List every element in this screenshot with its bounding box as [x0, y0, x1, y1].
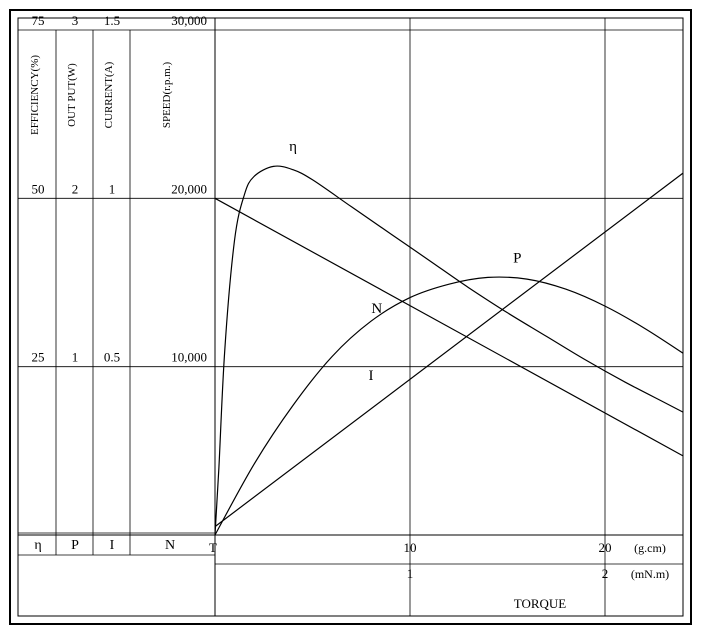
yaxis-value: 20,000 — [171, 181, 207, 196]
xaxis-tick-mnm: 1 — [407, 566, 414, 581]
curve-efficiency-label: η — [289, 139, 297, 155]
yaxis-value: 0.5 — [104, 350, 120, 365]
axis-symbol: I — [110, 538, 115, 553]
curve-power-label: P — [513, 250, 521, 266]
yaxis-header: SPEED(r.p.m.) — [161, 62, 173, 129]
curve-current-label: I — [369, 368, 374, 384]
xaxis-origin-T: T — [209, 540, 217, 555]
yaxis-value: 10,000 — [171, 350, 207, 365]
yaxis-value: 1 — [72, 350, 79, 365]
xaxis-label: TORQUE — [514, 596, 567, 611]
chart-container: EFFICIENCY(%) OUT PUT(W) CURRENT(A) SPEED(r… — [0, 0, 701, 634]
yaxis-value: 30,000 — [171, 13, 207, 28]
xaxis-tick-mnm: 2 — [602, 566, 609, 581]
yaxis-header: OUT PUT(W) — [66, 63, 78, 127]
yaxis-value: 2 — [72, 181, 79, 196]
xaxis-unit-mnm: (mN.m) — [631, 567, 669, 581]
yaxis-value: 3 — [72, 13, 79, 28]
yaxis-value: 1.5 — [104, 13, 120, 28]
yaxis-value: 75 — [32, 13, 45, 28]
curve-power — [215, 277, 683, 535]
yaxis-value: 25 — [32, 350, 45, 365]
xaxis-unit-gcm: (g.cm) — [634, 541, 666, 555]
axis-symbol: P — [71, 538, 79, 553]
yaxis-value: 50 — [32, 181, 45, 196]
yaxis-header: EFFICIENCY(%) — [29, 55, 41, 135]
xaxis-tick-gcm: 10 — [404, 540, 417, 555]
axis-symbol: η — [34, 538, 41, 553]
xaxis-tick-gcm: 20 — [599, 540, 612, 555]
yaxis-value: 1 — [109, 181, 116, 196]
axis-symbol: N — [165, 538, 175, 553]
curve-current — [215, 173, 683, 526]
motor-curve-chart: EFFICIENCY(%) OUT PUT(W) CURRENT(A) SPEED(r… — [0, 0, 701, 634]
yaxis-header: CURRENT(A) — [103, 61, 115, 128]
